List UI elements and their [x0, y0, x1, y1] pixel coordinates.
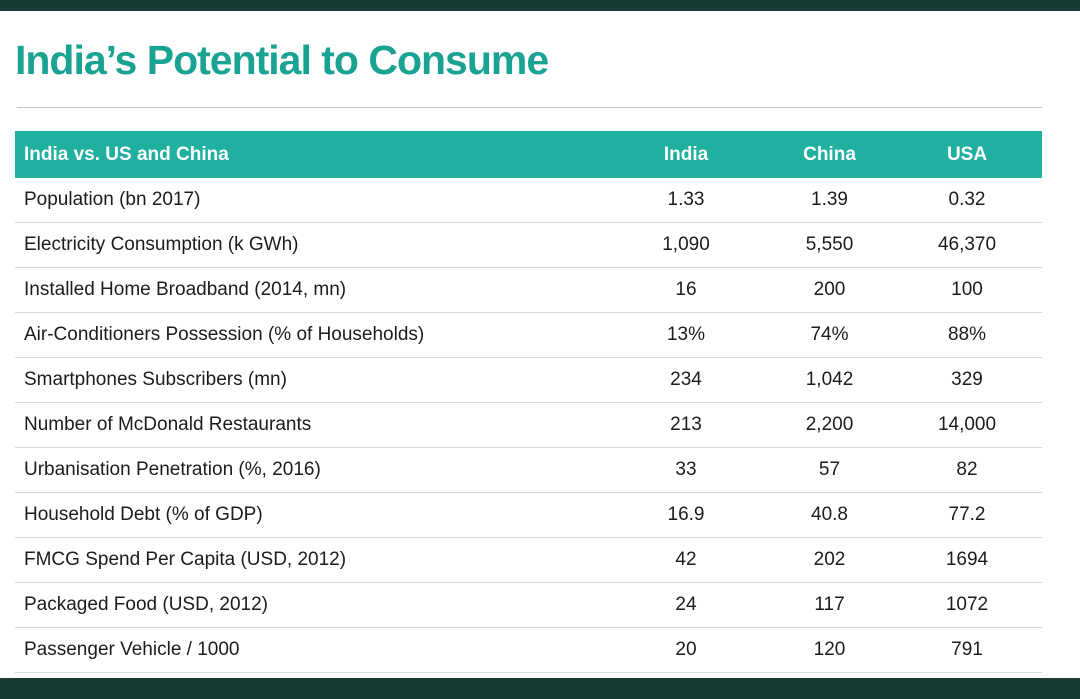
china-value: 1,042	[767, 357, 892, 403]
usa-value: 1072	[892, 582, 1042, 628]
row-label: FMCG Spend Per Capita (USD, 2012)	[15, 537, 605, 583]
usa-value: 100	[892, 267, 1042, 313]
usa-value: 0.32	[892, 178, 1042, 223]
china-value: 5,550	[767, 222, 892, 268]
table-row: Population (bn 2017) 1.33 1.39 0.32	[15, 178, 1042, 223]
india-value: 1.33	[605, 178, 767, 223]
table-row: Passenger Vehicle / 1000 20 120 791	[15, 627, 1042, 673]
page-title: India’s Potential to Consume	[15, 37, 549, 83]
table-row: Urbanisation Penetration (%, 2016) 33 57 82	[15, 447, 1042, 493]
china-value: 117	[767, 582, 892, 628]
china-value: 74%	[767, 312, 892, 358]
row-label: Passenger Vehicle / 1000	[15, 627, 605, 673]
china-value: 120	[767, 627, 892, 673]
china-value: 202	[767, 537, 892, 583]
china-value: 57	[767, 447, 892, 493]
row-label: Population (bn 2017)	[15, 178, 605, 223]
india-value: 1,090	[605, 222, 767, 268]
usa-value: 82	[892, 447, 1042, 493]
row-label: Packaged Food (USD, 2012)	[15, 582, 605, 628]
slide: India’s Potential to Consume India vs. U…	[0, 11, 1080, 678]
usa-value: 14,000	[892, 402, 1042, 448]
china-value: 2,200	[767, 402, 892, 448]
table-row: Household Debt (% of GDP) 16.9 40.8 77.2	[15, 492, 1042, 538]
usa-value: 329	[892, 357, 1042, 403]
table-row: FMCG Spend Per Capita (USD, 2012) 42 202 16…	[15, 537, 1042, 583]
row-label: Smartphones Subscribers (mn)	[15, 357, 605, 403]
india-value: 213	[605, 402, 767, 448]
usa-value: 1694	[892, 537, 1042, 583]
china-value: 1.39	[767, 178, 892, 223]
header-india: India	[605, 131, 767, 178]
table-row: Number of McDonald Restaurants 213 2,200 14…	[15, 402, 1042, 448]
table-row: Packaged Food (USD, 2012) 24 117 1072	[15, 582, 1042, 628]
header-usa: USA	[892, 131, 1042, 178]
china-value: 200	[767, 267, 892, 313]
header-china: China	[767, 131, 892, 178]
table-row: Air-Conditioners Possession (% of Househ…	[15, 312, 1042, 358]
china-value: 40.8	[767, 492, 892, 538]
usa-value: 46,370	[892, 222, 1042, 268]
usa-value: 88%	[892, 312, 1042, 358]
india-value: 13%	[605, 312, 767, 358]
row-label: Number of McDonald Restaurants	[15, 402, 605, 448]
india-value: 234	[605, 357, 767, 403]
row-label: Installed Home Broadband (2014, mn)	[15, 267, 605, 313]
row-label: Electricity Consumption (k GWh)	[15, 222, 605, 268]
india-value: 42	[605, 537, 767, 583]
header-comparison: India vs. US and China	[15, 131, 605, 178]
table-row: Smartphones Subscribers (mn) 234 1,042 329	[15, 357, 1042, 403]
india-value: 33	[605, 447, 767, 493]
row-label: Household Debt (% of GDP)	[15, 492, 605, 538]
india-value: 16	[605, 267, 767, 313]
india-value: 24	[605, 582, 767, 628]
table-body: Population (bn 2017) 1.33 1.39 0.32 Electric…	[15, 178, 1042, 673]
table-row: Installed Home Broadband (2014, mn) 16 200…	[15, 267, 1042, 313]
table-row: Electricity Consumption (k GWh) 1,090 5,55…	[15, 222, 1042, 268]
row-label: Air-Conditioners Possession (% of Househ…	[15, 312, 605, 358]
usa-value: 77.2	[892, 492, 1042, 538]
table-header-row: India vs. US and China India China USA	[15, 131, 1042, 178]
title-divider	[17, 107, 1042, 108]
india-value: 16.9	[605, 492, 767, 538]
row-label: Urbanisation Penetration (%, 2016)	[15, 447, 605, 493]
usa-value: 791	[892, 627, 1042, 673]
comparison-table: India vs. US and China India China USA P…	[15, 131, 1042, 673]
india-value: 20	[605, 627, 767, 673]
